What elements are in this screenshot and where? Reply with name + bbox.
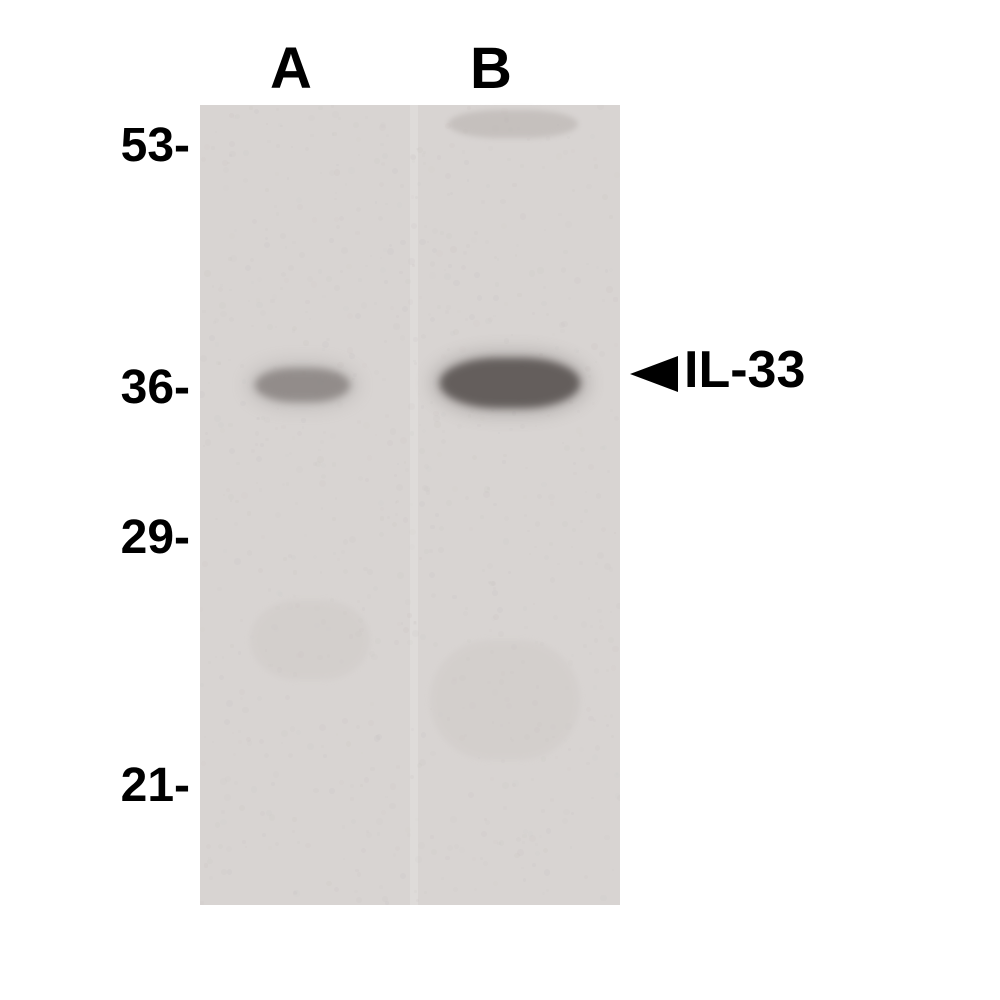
mw-marker: 36- xyxy=(121,360,190,415)
lane-header: A xyxy=(270,35,312,102)
lane-header: B xyxy=(470,35,512,102)
target-text: IL-33 xyxy=(684,340,805,400)
blot-membrane xyxy=(200,105,620,905)
band-lane-A xyxy=(255,368,350,402)
mw-marker: 53- xyxy=(121,118,190,173)
mw-marker: 21- xyxy=(121,758,190,813)
mw-marker: 29- xyxy=(121,510,190,565)
artifact-smear xyxy=(448,110,578,138)
artifact-smear xyxy=(250,600,370,680)
band-lane-B xyxy=(440,358,580,408)
figure-root: A B 53- 36- 29- 21- IL-33 xyxy=(0,0,1000,1000)
artifact-smear xyxy=(430,640,580,760)
target-label: IL-33 xyxy=(630,340,805,400)
arrow-left-icon xyxy=(630,356,678,392)
